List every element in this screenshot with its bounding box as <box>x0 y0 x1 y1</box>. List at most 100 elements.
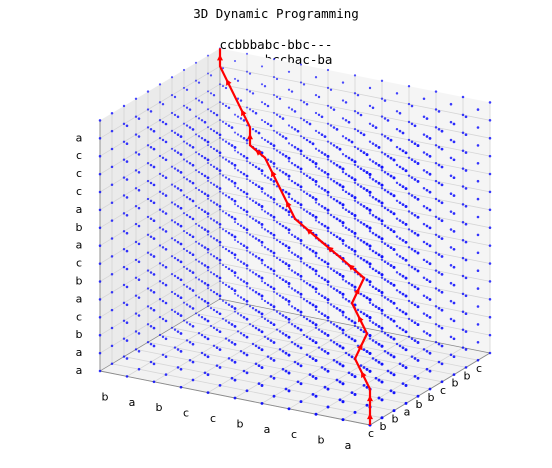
lattice-point <box>365 153 369 157</box>
lattice-point <box>296 129 300 133</box>
lattice-point <box>296 237 300 240</box>
lattice-point <box>134 115 138 118</box>
lattice-point <box>476 269 480 273</box>
lattice-point <box>239 296 243 299</box>
lattice-point <box>188 215 192 219</box>
lattice-point <box>356 326 360 330</box>
lattice-point <box>359 364 363 367</box>
lattice-point <box>344 226 348 229</box>
lattice-point <box>137 367 141 371</box>
lattice-point <box>305 264 309 267</box>
lattice-point <box>338 398 342 402</box>
lattice-point <box>179 314 183 317</box>
lattice-point <box>362 169 366 172</box>
lattice-point <box>362 366 366 369</box>
lattice-point <box>170 76 174 79</box>
lattice-point <box>299 260 303 263</box>
lattice-point <box>194 151 198 154</box>
lattice-point <box>182 68 186 72</box>
lattice-point <box>227 357 231 360</box>
lattice-point <box>212 326 216 330</box>
lattice-point <box>125 214 129 217</box>
lattice-point <box>437 110 441 113</box>
lattice-point <box>350 158 354 162</box>
lattice-point <box>299 188 303 191</box>
lattice-point <box>212 165 216 168</box>
lattice-point <box>377 396 381 400</box>
lattice-point <box>233 271 237 275</box>
lattice-point <box>368 262 372 266</box>
lattice-point <box>338 290 342 294</box>
lattice-point <box>227 196 231 199</box>
lattice-point <box>380 97 384 100</box>
lattice-point <box>179 224 183 228</box>
lattice-point <box>374 126 378 129</box>
lattice-point <box>161 246 165 249</box>
lattice-point <box>197 278 201 281</box>
lattice-point <box>173 274 177 278</box>
lattice-point <box>215 221 219 224</box>
lattice-point <box>185 231 189 235</box>
lattice-point <box>332 323 336 326</box>
lattice-point <box>245 160 249 163</box>
lattice-point <box>200 333 204 337</box>
lattice-point <box>392 194 396 198</box>
lattice-point <box>287 174 291 178</box>
lattice-point <box>389 353 393 357</box>
lattice-point <box>383 99 387 102</box>
lattice-point <box>389 246 393 250</box>
lattice-point <box>134 169 138 172</box>
lattice-point <box>176 133 180 136</box>
lattice-point <box>353 231 357 235</box>
lattice-point <box>368 319 372 322</box>
lattice-point <box>278 294 282 297</box>
lattice-point <box>461 221 465 224</box>
lattice-point <box>404 258 408 262</box>
lattice-point <box>290 269 294 272</box>
lattice-point <box>152 129 156 133</box>
lattice-point <box>263 228 267 231</box>
lattice-point <box>191 289 195 292</box>
lattice-point <box>269 178 273 181</box>
lattice-point <box>287 192 291 196</box>
lattice-point <box>461 185 465 188</box>
lattice-point <box>326 283 330 286</box>
lattice-point <box>437 163 441 167</box>
lattice-point <box>221 156 225 159</box>
lattice-point <box>326 333 330 337</box>
lattice-point <box>386 190 390 194</box>
lattice-point <box>293 342 297 346</box>
lattice-point <box>308 337 312 341</box>
lattice-point <box>398 344 402 348</box>
lattice-point <box>440 219 444 223</box>
lattice-point <box>299 314 303 317</box>
lattice-point <box>392 355 396 359</box>
lattice-point <box>182 301 186 304</box>
lattice-point <box>191 163 195 167</box>
lattice-point <box>275 292 279 295</box>
lattice-point <box>290 108 294 111</box>
lattice-point <box>266 265 270 269</box>
lattice-point <box>206 176 210 180</box>
lattice-point <box>389 389 393 393</box>
lattice-point <box>224 86 228 90</box>
lattice-point <box>245 335 249 339</box>
lattice-point <box>308 212 312 215</box>
lattice-point <box>332 305 336 308</box>
lattice-point <box>416 162 420 165</box>
lattice-point <box>110 344 114 348</box>
lattice-point <box>233 131 237 134</box>
lattice-point <box>326 158 330 161</box>
lattice-point <box>254 362 258 366</box>
lattice-point <box>338 165 342 169</box>
lattice-point <box>170 290 174 294</box>
lattice-point <box>368 369 372 373</box>
lattice-point <box>338 273 342 276</box>
lattice-point <box>233 310 237 313</box>
lattice-point <box>245 264 249 267</box>
lattice-point <box>260 222 264 226</box>
lattice-point <box>308 265 312 269</box>
lattice-point <box>314 219 318 222</box>
lattice-point <box>212 147 216 151</box>
lattice-point <box>260 384 264 387</box>
